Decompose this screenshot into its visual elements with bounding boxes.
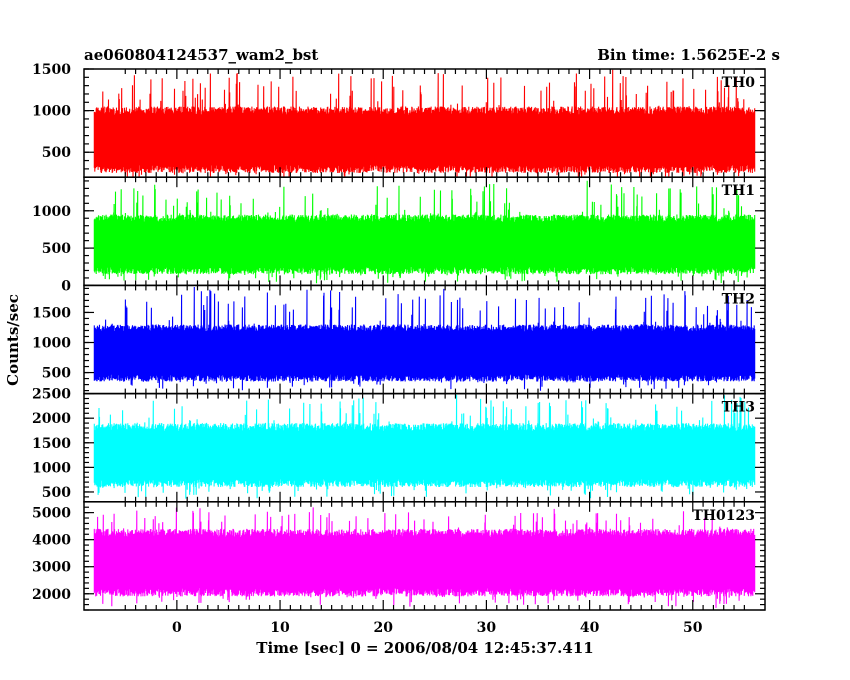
chart-title-left: ae060804124537_wam2_bst — [84, 46, 318, 64]
y-tick-label: 0 — [61, 278, 71, 294]
y-tick-label: 4000 — [32, 533, 71, 549]
y-tick-label: 500 — [42, 241, 71, 257]
y-tick-label: 1000 — [32, 460, 71, 476]
series-th2 — [93, 286, 756, 391]
y-tick-label: 1500 — [32, 436, 71, 452]
x-tick-label: 50 — [683, 620, 703, 636]
panels-group: 50010001500TH005001000TH150010001500TH25… — [32, 62, 766, 611]
y-tick-label: 1500 — [32, 305, 71, 321]
x-tick-label: 10 — [270, 620, 290, 636]
series-th0123 — [93, 507, 756, 608]
y-tick-label: 500 — [42, 366, 71, 382]
y-tick-label: 3000 — [32, 560, 71, 576]
panel-label: TH3 — [722, 400, 755, 416]
x-tick-label: 40 — [580, 620, 600, 636]
chart-title-right: Bin time: 1.5625E-2 s — [597, 46, 780, 64]
x-axis-label: Time [sec] 0 = 2006/08/04 12:45:37.411 — [256, 639, 593, 657]
y-tick-label: 2000 — [32, 587, 71, 603]
y-tick-label: 2000 — [32, 411, 71, 427]
y-tick-label: 500 — [42, 145, 71, 161]
panel-th0: 500 1000 1500 TH0 — [32, 62, 766, 178]
x-axis: 0 10 20 30 40 50 — [172, 620, 703, 636]
panel-label: TH1 — [722, 183, 755, 199]
series-th0 — [93, 69, 756, 178]
panel-th0123: 2000 3000 4000 5000 TH0123 — [32, 501, 766, 611]
x-tick-label: 0 — [172, 620, 182, 636]
panel-th2: 500 1000 1500 TH2 — [32, 284, 766, 395]
series-th3 — [93, 394, 756, 499]
y-tick-label: 1500 — [32, 62, 71, 78]
panel-label: TH0 — [722, 75, 756, 91]
panel-th3: 500 1000 1500 2000 2500 TH3 — [32, 387, 766, 503]
y-tick-label: 1000 — [32, 204, 71, 220]
panel-th1: 0 500 1000 TH1 — [32, 176, 766, 294]
series-th1 — [93, 180, 756, 284]
x-tick-label: 20 — [373, 620, 393, 636]
y-tick-label: 500 — [42, 485, 71, 501]
y-tick-label: 5000 — [32, 506, 71, 522]
y-tick-label: 1000 — [32, 336, 71, 352]
panel-label: TH0123 — [692, 508, 755, 524]
panel-label: TH2 — [722, 291, 755, 307]
y-tick-label: 1000 — [32, 104, 71, 120]
y-axis-label: Counts/sec — [4, 294, 22, 386]
y-tick-label: 2500 — [32, 387, 71, 403]
x-tick-label: 30 — [477, 620, 497, 636]
